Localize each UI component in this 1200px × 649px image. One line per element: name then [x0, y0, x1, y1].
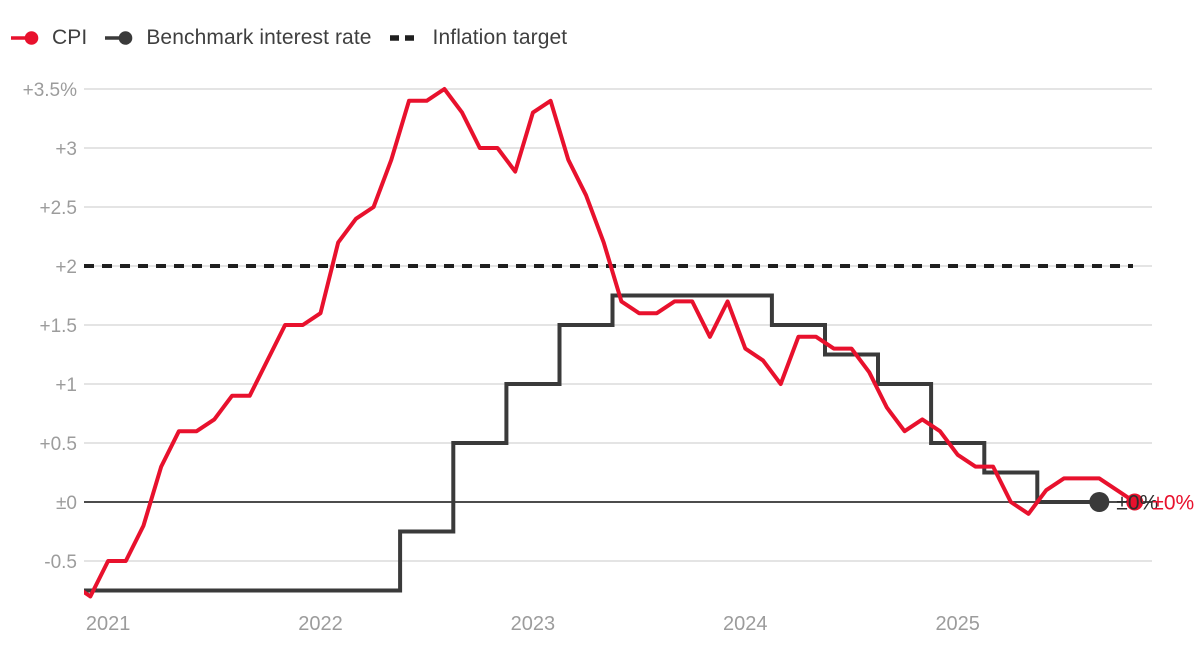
y-tick-label: +3.5% [23, 80, 78, 101]
y-tick-label: -0.5 [44, 552, 77, 573]
benchmark-end-label: ±0% [1116, 492, 1158, 515]
legend-label-inflation-target: Inflation target [432, 26, 568, 49]
y-tick-label: +0.5 [39, 434, 77, 455]
legend-item-benchmark-rate: Benchmark interest rate [104, 26, 371, 50]
x-tick-label: 2025 [935, 613, 980, 635]
legend-item-cpi: CPI [10, 26, 87, 50]
y-tick-label: +2.5 [39, 198, 77, 219]
legend-item-inflation-target: Inflation target [389, 26, 568, 50]
x-tick-label: 2021 [86, 613, 131, 635]
gridlines [84, 88, 1152, 562]
chart-legend: CPI Benchmark interest rate Inflation ta… [10, 26, 567, 50]
cpi-end-label: ±0% [1152, 492, 1194, 515]
benchmark-end-dot [1089, 492, 1110, 512]
benchmark-rate-line [84, 293, 1102, 593]
x-tick-label: 2023 [511, 613, 556, 635]
cpi-line [84, 87, 1137, 599]
y-tick-label: +3 [55, 139, 77, 160]
y-tick-label: +1.5 [39, 316, 77, 337]
legend-label-cpi: CPI [52, 26, 88, 49]
legend-label-benchmark-rate: Benchmark interest rate [146, 26, 372, 49]
x-axis-labels: 2021 2022 2023 2024 2025 [86, 613, 980, 635]
cpi-end-dot [1126, 493, 1144, 511]
x-tick-label: 2024 [723, 613, 768, 635]
y-axis-labels: +3.5% +3 +2.5 +2 +1.5 +1 +0.5 ±0 -0.5 [23, 80, 78, 573]
inflation-target-legend-marker-icon [389, 35, 418, 41]
y-tick-label: ±0 [56, 493, 77, 514]
y-tick-label: +2 [55, 257, 77, 278]
y-tick-label: +1 [55, 375, 77, 396]
cpi-legend-marker-icon [11, 31, 39, 45]
benchmark-rate-legend-marker-icon [105, 31, 133, 45]
x-tick-label: 2022 [298, 613, 343, 635]
